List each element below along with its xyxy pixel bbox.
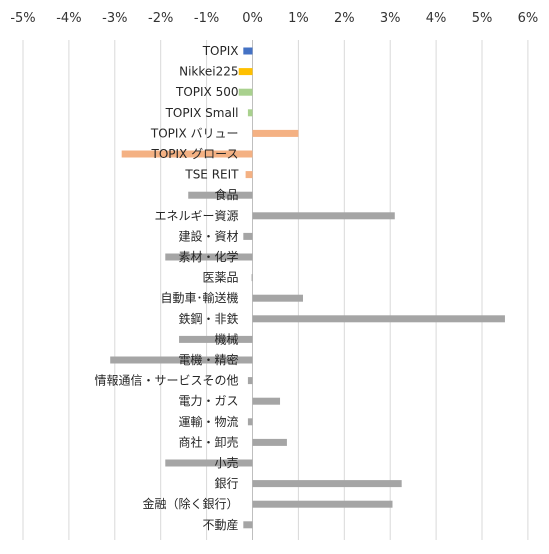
bar bbox=[243, 232, 253, 240]
bar bbox=[238, 88, 253, 96]
bar bbox=[252, 397, 281, 405]
bar bbox=[252, 480, 402, 488]
bar bbox=[121, 150, 253, 158]
category-label: 機械 bbox=[214, 331, 238, 346]
category-label: TOPIX グロース bbox=[151, 147, 239, 161]
category-label: 不動産 bbox=[202, 517, 238, 532]
category-label: Nikkei225 bbox=[179, 65, 238, 79]
category-label: TOPIX バリュー bbox=[150, 126, 239, 140]
bar bbox=[251, 274, 253, 282]
category-label: 金融（除く銀行） bbox=[142, 496, 238, 511]
category-label: TOPIX Small bbox=[165, 106, 239, 120]
x-tick-label: 1% bbox=[288, 11, 309, 26]
category-label: 商社・卸売 bbox=[178, 434, 238, 449]
x-tick-label: -4% bbox=[56, 11, 81, 26]
category-label: 小売 bbox=[214, 455, 238, 470]
x-tick-label: 3% bbox=[380, 11, 401, 26]
vertical-gridlines bbox=[22, 40, 529, 540]
bar bbox=[252, 129, 299, 137]
bar bbox=[243, 47, 253, 55]
bar bbox=[252, 438, 287, 446]
bar bbox=[165, 459, 253, 467]
category-label: 銀行 bbox=[214, 477, 238, 491]
x-tick-label: -3% bbox=[102, 11, 127, 26]
x-tick-label: 2% bbox=[334, 11, 355, 26]
category-label: TOPIX bbox=[202, 44, 239, 58]
x-tick-label: -2% bbox=[148, 11, 173, 26]
category-label: 電機・精密 bbox=[178, 352, 238, 367]
bars bbox=[110, 47, 505, 529]
bar bbox=[110, 356, 253, 364]
category-label: エネルギー資源 bbox=[154, 209, 238, 223]
category-label: TOPIX 500 bbox=[175, 85, 239, 99]
x-tick-label: 6% bbox=[518, 11, 539, 26]
x-tick-label: 0% bbox=[242, 11, 263, 26]
bar bbox=[247, 418, 253, 426]
category-label: 運輸・物流 bbox=[178, 414, 238, 429]
bar bbox=[165, 253, 253, 261]
category-label: 電力・ガス bbox=[178, 394, 238, 408]
bar bbox=[179, 335, 253, 343]
bar bbox=[252, 212, 395, 220]
bar bbox=[252, 315, 505, 323]
category-label: 鉄鋼・非鉄 bbox=[178, 311, 238, 326]
x-tick-label: -5% bbox=[10, 11, 35, 26]
category-label: 情報通信・サービスその他 bbox=[94, 374, 238, 388]
category-label: 自動車･輸送機 bbox=[160, 290, 238, 305]
x-axis-tick-labels: -5% -4% -3% -2% -1% 0% 1% 2% 3% 4% 5% 6% bbox=[10, 11, 538, 26]
bar bbox=[245, 171, 253, 179]
category-labels: TOPIX Nikkei225 TOPIX 500 TOPIX Small TOPIX … bbox=[94, 44, 239, 532]
category-label: 医薬品 bbox=[202, 271, 238, 285]
category-label: TSE REIT bbox=[184, 168, 239, 182]
x-tick-label: 5% bbox=[472, 11, 493, 26]
category-label: 食品 bbox=[214, 187, 238, 202]
bar bbox=[238, 68, 253, 76]
bar bbox=[188, 191, 253, 199]
bar bbox=[252, 500, 393, 508]
bar bbox=[243, 521, 253, 529]
category-label: 建設・資材 bbox=[178, 228, 238, 243]
bar bbox=[247, 377, 253, 385]
x-tick-label: -1% bbox=[194, 11, 219, 26]
category-label: 素材・化学 bbox=[178, 249, 238, 264]
bar bbox=[252, 294, 303, 302]
x-tick-label: 4% bbox=[426, 11, 447, 26]
bar bbox=[247, 109, 253, 117]
